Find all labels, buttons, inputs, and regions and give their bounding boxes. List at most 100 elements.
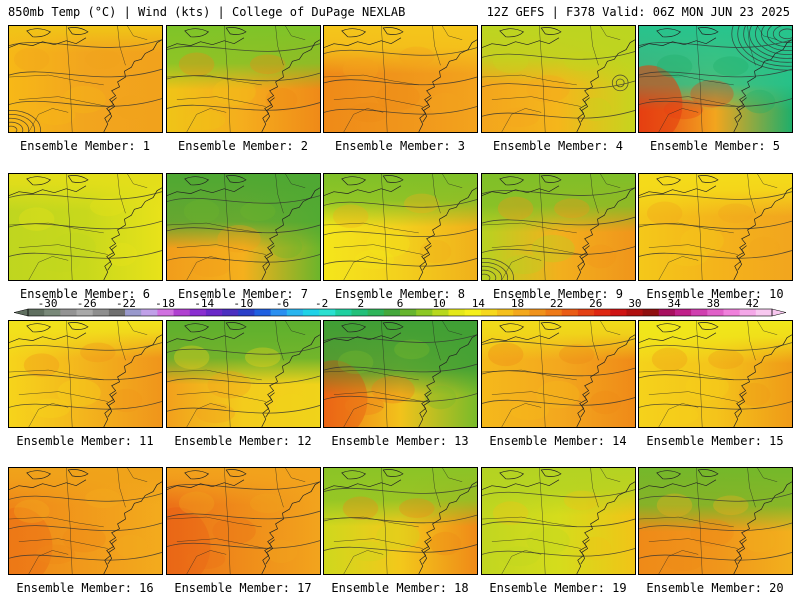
temperature-map-13 [324, 321, 477, 427]
colorbar-tick-label: 2 [358, 297, 365, 310]
colorbar-segment [561, 309, 579, 316]
colorbar-tick-label: 14 [472, 297, 486, 310]
colorbar-segment [577, 309, 595, 316]
field-texture [680, 227, 724, 255]
colorbar-segment [28, 309, 45, 316]
field-texture [371, 375, 415, 404]
field-texture [399, 498, 435, 519]
colorbar-segment [755, 309, 773, 316]
ensemble-map-panel-20 [638, 467, 793, 575]
field-texture [57, 378, 101, 407]
field-texture [429, 531, 462, 556]
colorbar-segment [383, 309, 401, 316]
field-texture [656, 493, 693, 518]
coastline-borders [482, 26, 635, 132]
colorbar-segment [286, 309, 304, 316]
colorbar-segment [173, 309, 191, 316]
colorbar-segment [92, 309, 110, 316]
temperature-map-20 [639, 468, 792, 574]
field-texture [424, 385, 457, 410]
coastline-borders [482, 321, 635, 427]
ensemble-map-panel-10 [638, 173, 793, 281]
field-texture [349, 541, 390, 562]
northern-cool-field [482, 468, 635, 574]
field-texture [713, 56, 749, 77]
field-texture [366, 229, 410, 258]
temperature-map-8 [324, 174, 477, 280]
field-texture [526, 75, 570, 103]
wind-contours [9, 342, 162, 410]
colorbar-segment [367, 309, 385, 316]
ensemble-map-panel-4 [481, 25, 636, 133]
northern-cool-field [639, 321, 792, 427]
colorbar-tick-label: -14 [194, 297, 214, 310]
coastline-borders [9, 321, 162, 427]
northern-cool-field [167, 321, 320, 427]
colorbar-segment [610, 309, 627, 316]
coastline-borders [324, 174, 477, 280]
wind-contours [9, 39, 162, 132]
field-texture [663, 99, 704, 120]
ensemble-member-label: Ensemble Member: 14 [489, 434, 627, 448]
field-texture [342, 496, 379, 521]
colorbar-tick-label: -6 [276, 297, 289, 310]
colorbar-segment [723, 309, 741, 316]
field-texture [429, 92, 462, 117]
colorbar-tick-label: 26 [589, 297, 602, 310]
colorbar-segment [464, 309, 482, 316]
colorbar-segment [529, 309, 547, 316]
colorbar-tick-label: 18 [511, 297, 524, 310]
chart-title: 850mb Temp (°C) | Wind (kts) | College o… [8, 5, 406, 19]
northern-cool-field [482, 174, 635, 280]
colorbar-segment [205, 309, 223, 316]
field-texture [185, 549, 226, 570]
ensemble-member-label: Ensemble Member: 15 [646, 434, 784, 448]
field-texture [685, 373, 729, 401]
model-run-info: 12Z GEFS | F378 Valid: 06Z MON JUN 23 20… [486, 5, 790, 19]
field-texture [563, 51, 600, 72]
ensemble-map-panel-5 [638, 25, 793, 133]
wind-contours [482, 489, 635, 557]
temperature-map-3 [324, 26, 477, 132]
field-texture [499, 546, 540, 567]
field-texture [85, 488, 121, 509]
temperature-map-14 [482, 321, 635, 427]
field-texture [249, 493, 286, 514]
colorbar-segment [448, 309, 466, 316]
ensemble-map-panel-17 [166, 467, 321, 575]
ensemble-map-panel-3 [323, 25, 478, 133]
ensemble-member-label: Ensemble Member: 4 [492, 139, 624, 153]
ensemble-map-panel-9 [481, 173, 636, 281]
temperature-map-10 [639, 174, 792, 280]
field-texture [492, 501, 529, 525]
temperature-map-7 [167, 174, 320, 280]
ensemble-map-panel-18 [323, 467, 478, 575]
colorbar-outline [27, 308, 773, 317]
coastline-borders [9, 468, 162, 574]
ensemble-member-label: Ensemble Member: 11 [16, 434, 154, 448]
colorbar-segment [141, 309, 158, 316]
field-texture [23, 353, 60, 377]
field-texture [244, 347, 281, 368]
colorbar-segment [594, 309, 611, 316]
coastline-borders [482, 174, 635, 280]
wind-contours [639, 26, 792, 107]
northern-cool-field [9, 321, 162, 427]
field-texture [40, 252, 81, 273]
field-texture [658, 405, 699, 426]
field-texture [105, 242, 138, 267]
coastline-borders [639, 174, 792, 280]
colorbar-min-arrow [13, 308, 29, 317]
field-texture [13, 499, 50, 523]
ensemble-member-label: Ensemble Member: 17 [174, 581, 312, 595]
field-texture [110, 388, 143, 413]
colorbar-segment [157, 309, 175, 316]
ensemble-map-panel-19 [481, 467, 636, 575]
colorbar-segment [254, 309, 272, 316]
colorbar-segment [691, 309, 708, 316]
ensemble-map-panel-6 [8, 173, 163, 281]
field-texture [62, 85, 106, 114]
northern-cool-field [324, 26, 477, 132]
field-texture [35, 544, 76, 565]
field-texture [504, 254, 545, 275]
